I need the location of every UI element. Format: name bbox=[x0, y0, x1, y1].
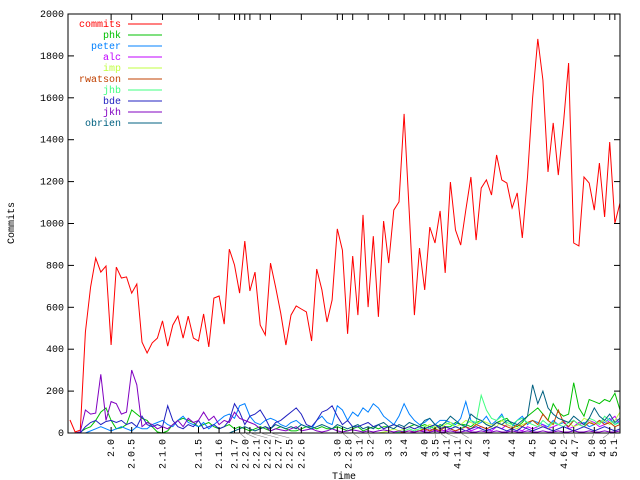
x-tick-label: 2.2.0 bbox=[241, 439, 252, 469]
x-tick-label: 2.1.5 bbox=[195, 439, 206, 469]
legend-item-bde: bde bbox=[103, 96, 162, 108]
legend-label: imp bbox=[103, 63, 121, 75]
y-tick-label: 2000 bbox=[40, 10, 64, 21]
legend-label: jkh bbox=[103, 107, 121, 119]
x-tick-leader bbox=[244, 432, 257, 439]
x-tick-leader bbox=[613, 432, 616, 439]
y-axis-label: Commits bbox=[6, 202, 18, 244]
x-tick-label: 2.2.2 bbox=[263, 439, 274, 469]
x-tick-label: 2.2.7 bbox=[274, 439, 285, 469]
x-tick-leader bbox=[439, 432, 447, 439]
legend-item-phk: phk bbox=[103, 30, 162, 42]
legend-label: commits bbox=[79, 19, 121, 31]
legend-item-jhb: jhb bbox=[103, 85, 162, 97]
x-tick-label: 2.1.0 bbox=[159, 439, 170, 469]
plot-marks bbox=[69, 38, 621, 434]
x-tick-label: 4.5 bbox=[529, 439, 540, 457]
x-tick-label: 3.0 bbox=[333, 439, 344, 457]
x-tick-label: 4.4 bbox=[508, 439, 519, 457]
legend-label: alc bbox=[103, 52, 121, 64]
x-tick-leader bbox=[445, 432, 458, 439]
x-tick-label: 3.4 bbox=[400, 439, 411, 457]
x-tick-label: 3.3 bbox=[385, 439, 396, 457]
x-tick-label: 4.8 bbox=[599, 439, 610, 457]
x-tick-leader bbox=[563, 432, 565, 439]
y-tick-label: 0 bbox=[58, 429, 64, 440]
x-tick-leader bbox=[342, 432, 349, 439]
x-tick-label: 4.2 bbox=[465, 439, 476, 457]
x-tick-label: 2.1.7 bbox=[230, 439, 241, 469]
series-line-peter bbox=[70, 399, 621, 434]
plot-frame bbox=[67, 13, 621, 434]
series-line-jkh bbox=[70, 369, 621, 434]
y-tick-label: 1400 bbox=[40, 136, 64, 147]
x-tick-label: 2.2.6 bbox=[297, 439, 308, 469]
x-tick-label: 4.6.2 bbox=[560, 439, 571, 469]
x-tick-label: 4.3 bbox=[482, 439, 493, 457]
legend-label: jhb bbox=[103, 85, 121, 97]
x-tick-leader bbox=[260, 432, 279, 439]
x-tick-label: 4.6 bbox=[549, 439, 560, 457]
x-tick-leader bbox=[602, 432, 610, 439]
legend-label: bde bbox=[103, 96, 121, 108]
y-tick-label: 200 bbox=[46, 387, 64, 398]
legend-label: rwatson bbox=[79, 75, 121, 86]
legend-item-alc: alc bbox=[103, 52, 162, 64]
y-axis: 0 200 400 600 800 1000 1200 1400 1600 1800 2000 bbox=[40, 10, 620, 440]
y-tick-label: 1200 bbox=[40, 178, 64, 189]
x-tick-leader bbox=[434, 432, 436, 439]
series-line-obrien bbox=[70, 384, 621, 434]
x-axis-label: Time bbox=[332, 471, 356, 480]
x-tick-label: 2.2.5 bbox=[285, 439, 296, 469]
x-tick-leader bbox=[249, 432, 268, 439]
x-tick-leader bbox=[239, 432, 246, 439]
x-tick-label: 3.1 bbox=[355, 439, 366, 457]
legend: commitsphkpeteralcimprwatsonjhbbdejkhobr… bbox=[79, 19, 162, 130]
x-axis: 2.0 2.0.5 2.1.0 2.1.5 2.1.6 2.1.7 2.2.0 2.2.1 2.… bbox=[107, 14, 621, 469]
x-tick-leader bbox=[591, 432, 595, 439]
legend-label: peter bbox=[91, 42, 121, 53]
legend-item-obrien: obrien bbox=[85, 118, 162, 130]
series-line-bde bbox=[70, 402, 621, 434]
x-tick-leader bbox=[270, 432, 290, 439]
y-tick-label: 800 bbox=[46, 261, 64, 272]
legend-item-imp: imp bbox=[103, 63, 162, 75]
x-tick-label: 4.0 bbox=[421, 439, 432, 457]
x-tick-label: 5.0 bbox=[588, 439, 599, 457]
series-line-commits bbox=[69, 38, 621, 433]
x-tick-leader bbox=[573, 432, 576, 439]
x-tick-label: 2.2.8 bbox=[344, 439, 355, 469]
y-tick-label: 1600 bbox=[40, 94, 64, 105]
x-tick-label: 4.1.1 bbox=[454, 439, 465, 469]
legend-item-commits: commits bbox=[79, 19, 162, 31]
legend-item-jkh: jkh bbox=[103, 107, 162, 119]
y-tick-label: 400 bbox=[46, 345, 64, 356]
legend-item-peter: peter bbox=[91, 42, 162, 53]
x-tick-label: 2.1.6 bbox=[215, 439, 226, 469]
x-tick-label: 4.1 bbox=[443, 439, 454, 457]
x-tick-label: 3.2 bbox=[366, 439, 377, 457]
x-tick-leader bbox=[352, 432, 360, 439]
x-tick-label: 3.5 bbox=[432, 439, 443, 457]
y-tick-label: 1000 bbox=[40, 220, 64, 231]
x-tick-leader bbox=[460, 432, 469, 439]
y-tick-label: 600 bbox=[46, 303, 64, 314]
x-tick-label: 4.7 bbox=[571, 439, 582, 457]
y-tick-label: 1800 bbox=[40, 52, 64, 63]
x-tick-label: 2.0 bbox=[107, 439, 118, 457]
legend-label: phk bbox=[103, 30, 121, 42]
x-tick-label: 2.2.1 bbox=[252, 439, 263, 469]
x-tick-label: 2.0.5 bbox=[128, 439, 139, 469]
x-tick-label: 5.1 bbox=[610, 439, 621, 457]
legend-label: obrien bbox=[85, 118, 121, 130]
legend-item-rwatson: rwatson bbox=[79, 75, 162, 86]
x-tick-leader bbox=[367, 432, 371, 439]
